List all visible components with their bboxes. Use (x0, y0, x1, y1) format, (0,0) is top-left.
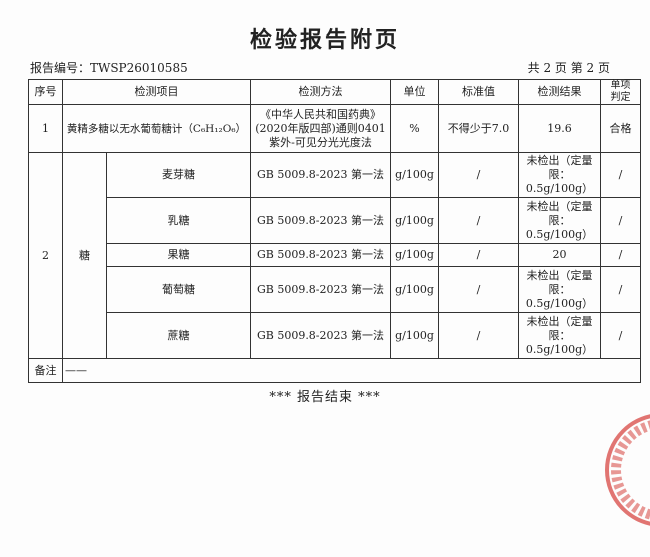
row-item: 葡萄糖 (106, 266, 251, 313)
remarks-value: —— (62, 358, 641, 383)
row-standard: / (438, 243, 519, 267)
row-unit: g/100g (390, 243, 439, 267)
row-judgement: / (600, 152, 641, 198)
table-row: 1 黄精多糖以无水葡萄糖计（C₆H₁₂O₆） 《中华人民共和国药典》(2020年… (28, 104, 641, 153)
row-result: 未检出（定量限：0.5g/100g） (518, 266, 601, 313)
row-item: 果糖 (106, 243, 251, 267)
page-title: 检验报告附页 (249, 27, 400, 53)
row-method: 《中华人民共和国药典》(2020年版四部)通则0401紫外-可见分光光度法 (250, 104, 391, 153)
row-method: GB 5009.8-2023 第一法 (250, 266, 391, 313)
row-item: 麦芽糖 (106, 152, 251, 198)
row-standard: / (438, 197, 519, 244)
row-no: 1 (28, 104, 63, 153)
row-method: GB 5009.8-2023 第一法 (250, 312, 391, 359)
table-row: 蔗糖 GB 5009.8-2023 第一法 g/100g / 未检出（定量限：0… (29, 312, 641, 359)
row-standard: 不得少于7.0 (438, 104, 519, 153)
row-unit: g/100g (390, 152, 439, 198)
row-no: 2 (28, 152, 63, 359)
row-result: 20 (518, 243, 601, 267)
table-row: 葡萄糖 GB 5009.8-2023 第一法 g/100g / 未检出（定量限：… (29, 266, 641, 313)
header-no: 序号 (28, 79, 63, 105)
row-item: 蔗糖 (106, 312, 251, 359)
table-row: 果糖 GB 5009.8-2023 第一法 g/100g / 20 / (29, 243, 641, 267)
row-method: GB 5009.8-2023 第一法 (250, 152, 391, 198)
row-result: 未检出（定量限：0.5g/100g） (518, 152, 601, 198)
row-standard: / (438, 312, 519, 359)
report-number: 报告编号：TWSP26010585 (30, 61, 188, 75)
header-method: 检测方法 (250, 79, 391, 105)
row-standard: / (438, 266, 519, 313)
row-standard: / (438, 152, 519, 198)
row-unit: % (390, 104, 439, 153)
header-item: 检测项目 (62, 79, 251, 105)
row-result: 19.6 (518, 104, 601, 153)
row-group: 糖 (62, 152, 107, 359)
header-result: 检测结果 (518, 79, 601, 105)
row-method: GB 5009.8-2023 第一法 (250, 243, 391, 267)
header-standard: 标准值 (438, 79, 519, 105)
header-unit: 单位 (390, 79, 439, 105)
row-judgement: / (600, 266, 641, 313)
row-result: 未检出（定量限：0.5g/100g） (518, 312, 601, 359)
report-end: *** 报告结束 *** (269, 390, 381, 405)
row-unit: g/100g (390, 266, 439, 313)
row-judgement: / (600, 312, 641, 359)
remarks-row: 备注 —— (28, 358, 641, 383)
page-info: 共 2 页 第 2 页 (527, 61, 610, 75)
row-judgement: 合格 (600, 104, 641, 153)
row-unit: g/100g (390, 312, 439, 359)
remarks-label: 备注 (28, 358, 63, 383)
row-item: 乳糖 (106, 197, 251, 244)
row-item: 黄精多糖以无水葡萄糖计（C₆H₁₂O₆） (62, 104, 251, 153)
row-unit: g/100g (390, 197, 439, 244)
official-seal (605, 414, 650, 526)
header-row: 序号 检测项目 检测方法 单位 标准值 检测结果 单项判定 (28, 79, 641, 105)
table-row: 2 糖 麦芽糖 GB 5009.8-2023 第一法 g/100g / 未检出（… (28, 152, 641, 359)
row-judgement: / (600, 243, 641, 267)
row-result: 未检出（定量限：0.5g/100g） (518, 197, 601, 244)
table-row: 乳糖 GB 5009.8-2023 第一法 g/100g / 未检出（定量限：0… (29, 197, 641, 244)
header-judgement: 单项判定 (600, 79, 641, 105)
row-method: GB 5009.8-2023 第一法 (250, 197, 391, 244)
results-table: 序号 检测项目 检测方法 单位 标准值 检测结果 单项判定 1 黄精多糖以无水葡… (28, 79, 641, 383)
row-judgement: / (600, 197, 641, 244)
